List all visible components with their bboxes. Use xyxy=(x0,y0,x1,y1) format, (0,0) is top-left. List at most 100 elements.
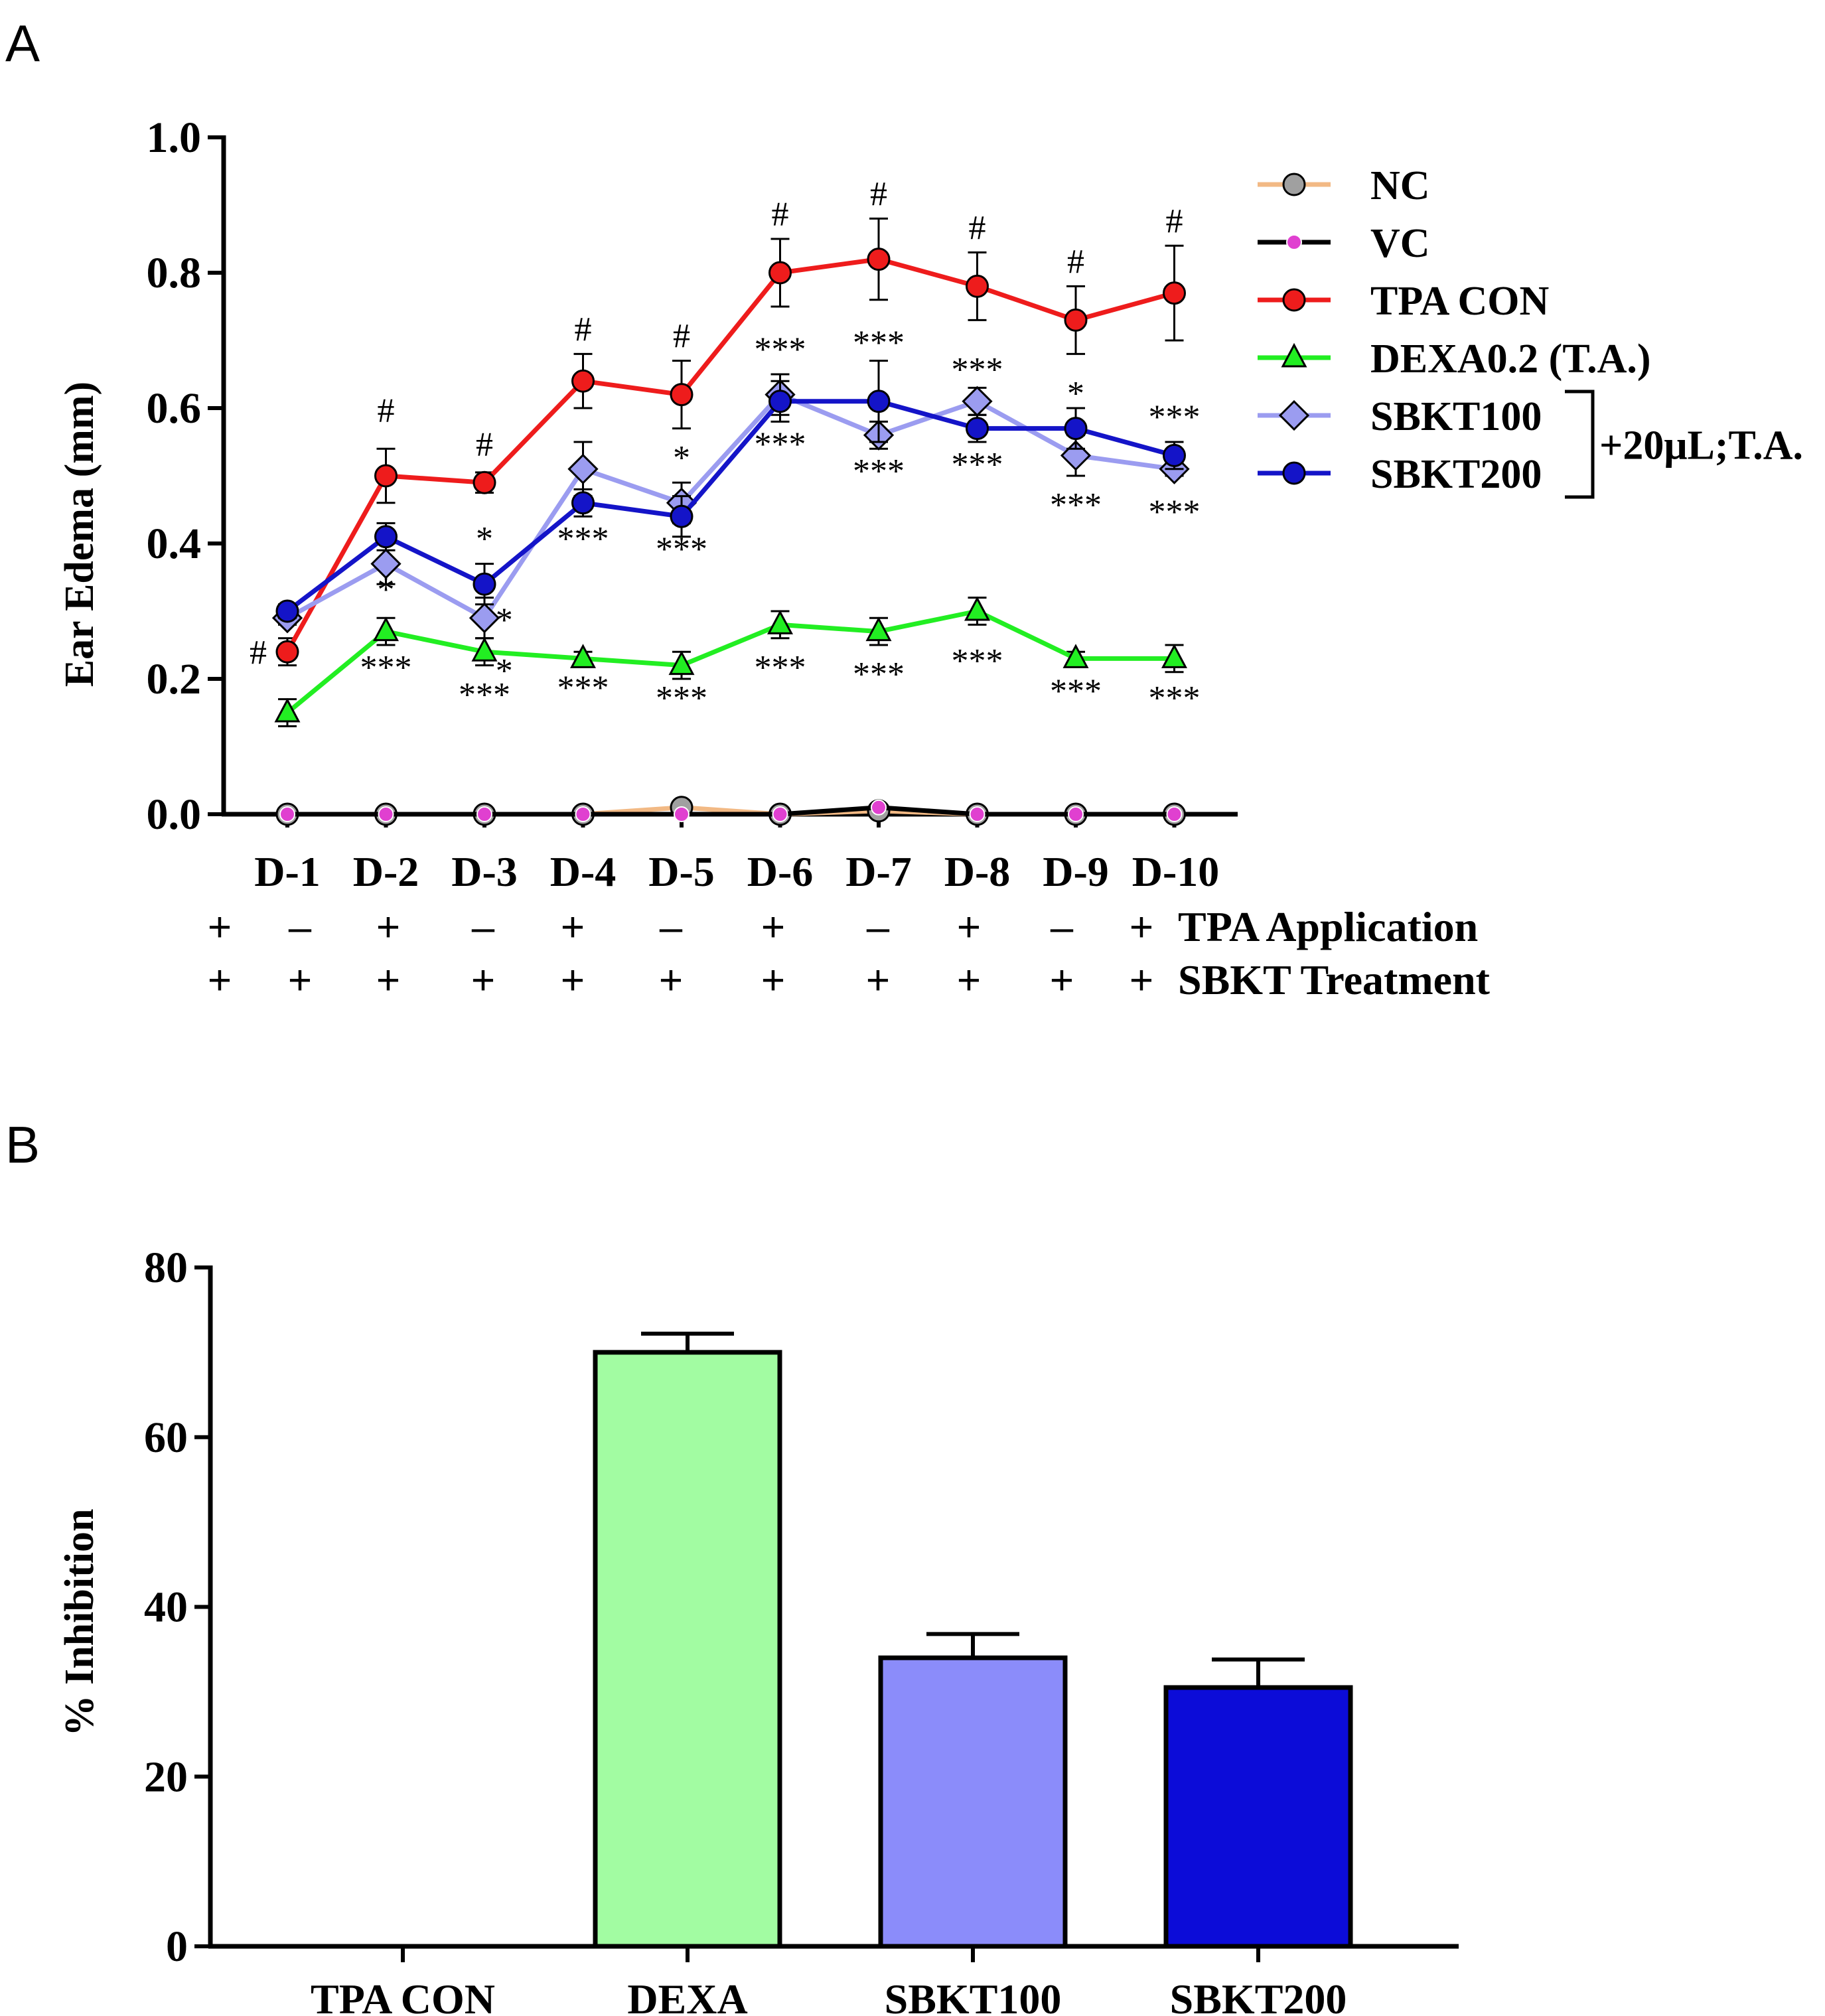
x-tick-label-b: SBKT200 xyxy=(1170,1976,1347,2016)
data-point xyxy=(1282,461,1306,485)
condition-symbol: + xyxy=(376,958,400,1003)
legend-label: DEXA0.2 (T.A.) xyxy=(1370,336,1651,382)
legend-label: SBKT100 xyxy=(1370,394,1542,439)
legend-label: SBKT200 xyxy=(1370,452,1542,497)
significance-mark: *** xyxy=(952,446,1003,484)
y-tick-label-a: 0.6 xyxy=(147,384,202,433)
data-point xyxy=(865,616,892,642)
condition-symbol: – xyxy=(472,904,495,950)
data-point xyxy=(674,806,690,822)
condition-symbol: + xyxy=(208,958,232,1003)
series-line xyxy=(285,257,1175,653)
data-point xyxy=(1064,308,1088,332)
significance-mark: *** xyxy=(755,649,806,687)
significance-mark: *** xyxy=(1149,399,1201,437)
data-point xyxy=(571,369,595,393)
significance-mark: # xyxy=(250,634,267,672)
significance-mark: *** xyxy=(557,670,609,707)
y-tick-label-b: 60 xyxy=(144,1413,188,1462)
condition-label: TPA Application xyxy=(1178,903,1478,950)
data-point xyxy=(567,453,599,484)
condition-symbol: + xyxy=(208,904,232,950)
data-point xyxy=(1068,806,1084,822)
condition-symbol: + xyxy=(1050,958,1074,1003)
data-point xyxy=(670,383,694,407)
data-point xyxy=(964,596,990,621)
significance-mark: *** xyxy=(1149,493,1201,531)
significance-mark: # xyxy=(673,317,690,355)
data-point xyxy=(1286,234,1302,250)
significance-mark: * xyxy=(378,571,395,609)
significance-mark: *** xyxy=(557,520,609,558)
significance-mark: *** xyxy=(1149,680,1201,717)
legend-label: VC xyxy=(1370,221,1430,266)
y-tick-label-a: 1.0 xyxy=(147,113,202,162)
condition-symbol: + xyxy=(561,904,585,950)
data-point xyxy=(767,610,793,634)
y-tick-label-b: 80 xyxy=(144,1244,188,1292)
y-tick-label-b: 0 xyxy=(166,1922,188,1971)
data-point xyxy=(570,644,596,668)
significance-mark: * xyxy=(673,439,690,477)
significance-mark: *** xyxy=(459,676,510,714)
y-axis-title-a: Ear Edema (mm) xyxy=(57,382,102,687)
y-tick-label-a: 0.0 xyxy=(147,790,202,839)
data-point xyxy=(275,640,299,664)
x-tick-label-a: D-1 xyxy=(254,848,321,895)
series-line xyxy=(285,609,1175,715)
data-point xyxy=(768,261,792,285)
line-chart-ear-edema: Ear Edema (mm) 0.0 0.2 0.4 0.6 0.8 1.0 D-1 D-2 D… xyxy=(57,113,1803,1003)
data-point xyxy=(471,637,498,662)
data-point xyxy=(1281,342,1307,368)
data-point xyxy=(871,799,887,816)
significance-mark: *** xyxy=(952,642,1003,680)
series-sbkt200 xyxy=(275,360,1186,623)
data-point xyxy=(473,470,496,494)
data-point xyxy=(1278,399,1310,431)
data-point xyxy=(571,491,595,515)
y-tick-label-b: 20 xyxy=(144,1753,188,1801)
data-point xyxy=(275,599,299,623)
condition-symbol: + xyxy=(761,958,785,1003)
data-point xyxy=(867,248,891,271)
data-point xyxy=(370,548,402,579)
x-tick-label-a: D-5 xyxy=(648,848,715,895)
y-tick-label-a: 0.4 xyxy=(147,520,202,568)
data-point xyxy=(274,697,301,723)
data-point xyxy=(473,572,496,596)
condition-symbol: + xyxy=(561,958,585,1003)
x-tick-label-a: D-4 xyxy=(550,848,617,895)
y-axis-title-b: % Inhibition xyxy=(57,1509,102,1737)
condition-symbol: – xyxy=(289,904,312,950)
bar xyxy=(1163,1685,1353,1949)
x-tick-label-a: D-8 xyxy=(944,848,1011,895)
data-point xyxy=(867,390,891,413)
data-point xyxy=(1161,644,1187,668)
x-tick-label-a: D-7 xyxy=(845,848,912,895)
significance-mark: # xyxy=(1166,202,1183,240)
data-point xyxy=(374,464,398,488)
condition-symbol: + xyxy=(761,904,785,950)
series-line xyxy=(285,399,1175,613)
series-vc xyxy=(279,799,1183,822)
legend-label: NC xyxy=(1370,163,1430,208)
legend-label: TPA CON xyxy=(1370,279,1549,324)
data-point xyxy=(966,274,989,298)
y-tick-label-a: 0.2 xyxy=(147,655,202,703)
significance-mark: *** xyxy=(360,649,412,687)
data-point xyxy=(768,390,792,413)
condition-symbol: + xyxy=(471,958,495,1003)
panel-a-label: A xyxy=(5,14,40,72)
condition-symbol: + xyxy=(957,958,981,1003)
significance-mark: *** xyxy=(853,656,905,693)
significance-mark: *** xyxy=(656,680,707,717)
legend-a: NC VC TPA CON DEXA0.2 (T.A.) SBKT100 SBKT200 +… xyxy=(1258,163,1803,499)
significance-mark: * xyxy=(496,652,513,690)
data-point xyxy=(668,650,695,676)
data-point xyxy=(1282,173,1306,196)
data-point xyxy=(575,806,591,822)
x-tick-label-b: SBKT100 xyxy=(885,1976,1062,2016)
data-point xyxy=(373,616,399,642)
x-tick-label-b: TPA CON xyxy=(311,1976,495,2016)
